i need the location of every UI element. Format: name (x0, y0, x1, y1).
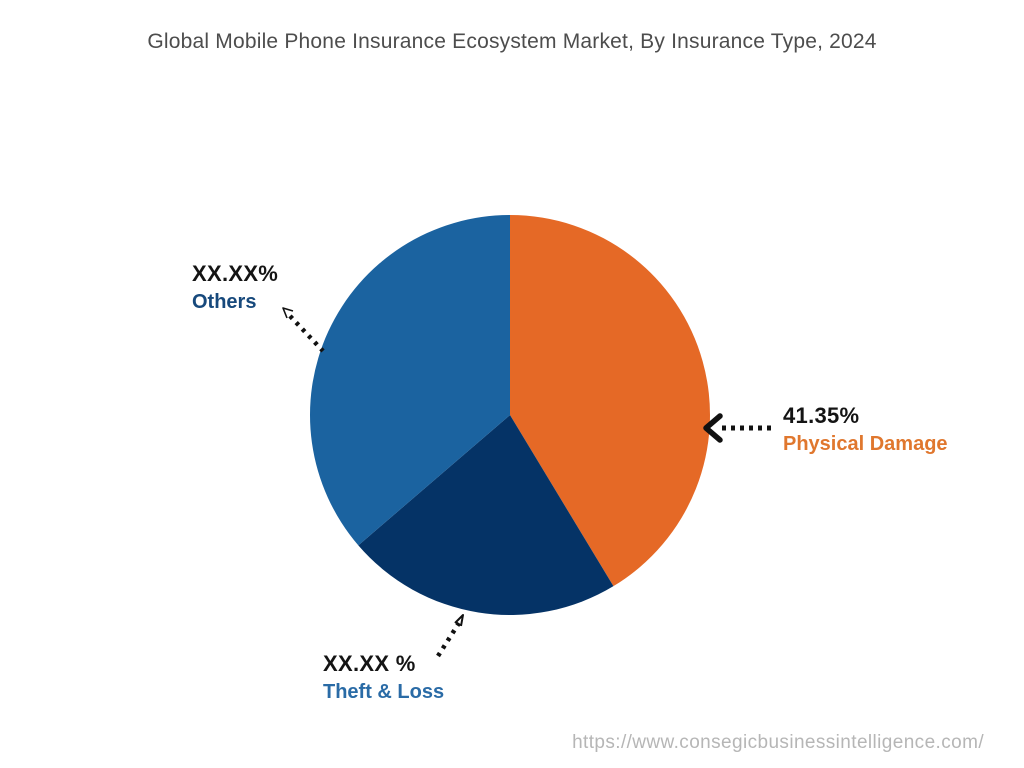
chart-title: Global Mobile Phone Insurance Ecosystem … (147, 30, 877, 53)
others-name: Others (192, 291, 257, 313)
theft-loss-name: Theft & Loss (323, 681, 445, 703)
theft-loss-value: XX.XX % (323, 651, 416, 676)
pie-slice-theft-loss (358, 415, 614, 616)
physical-damage-value: 41.35% (783, 403, 860, 428)
slice-label-others: XX.XX% Others (192, 261, 278, 314)
pie-slice-physical-damage (510, 215, 711, 587)
physical-damage-name: Physical Damage (783, 433, 948, 455)
leader-arrow-theft-loss (436, 614, 464, 658)
others-value: XX.XX% (192, 261, 279, 286)
pie-slice-others (309, 215, 510, 546)
slice-label-theft-loss: XX.XX % Theft & Loss (323, 651, 444, 704)
source-url: https://www.consegicbusinessintelligence… (572, 732, 984, 753)
slice-label-physical-damage: 41.35% Physical Damage (783, 403, 948, 456)
pie-chart-svg (309, 215, 711, 616)
leader-arrow-physical-damage (703, 413, 774, 443)
pie-chart (309, 214, 711, 616)
